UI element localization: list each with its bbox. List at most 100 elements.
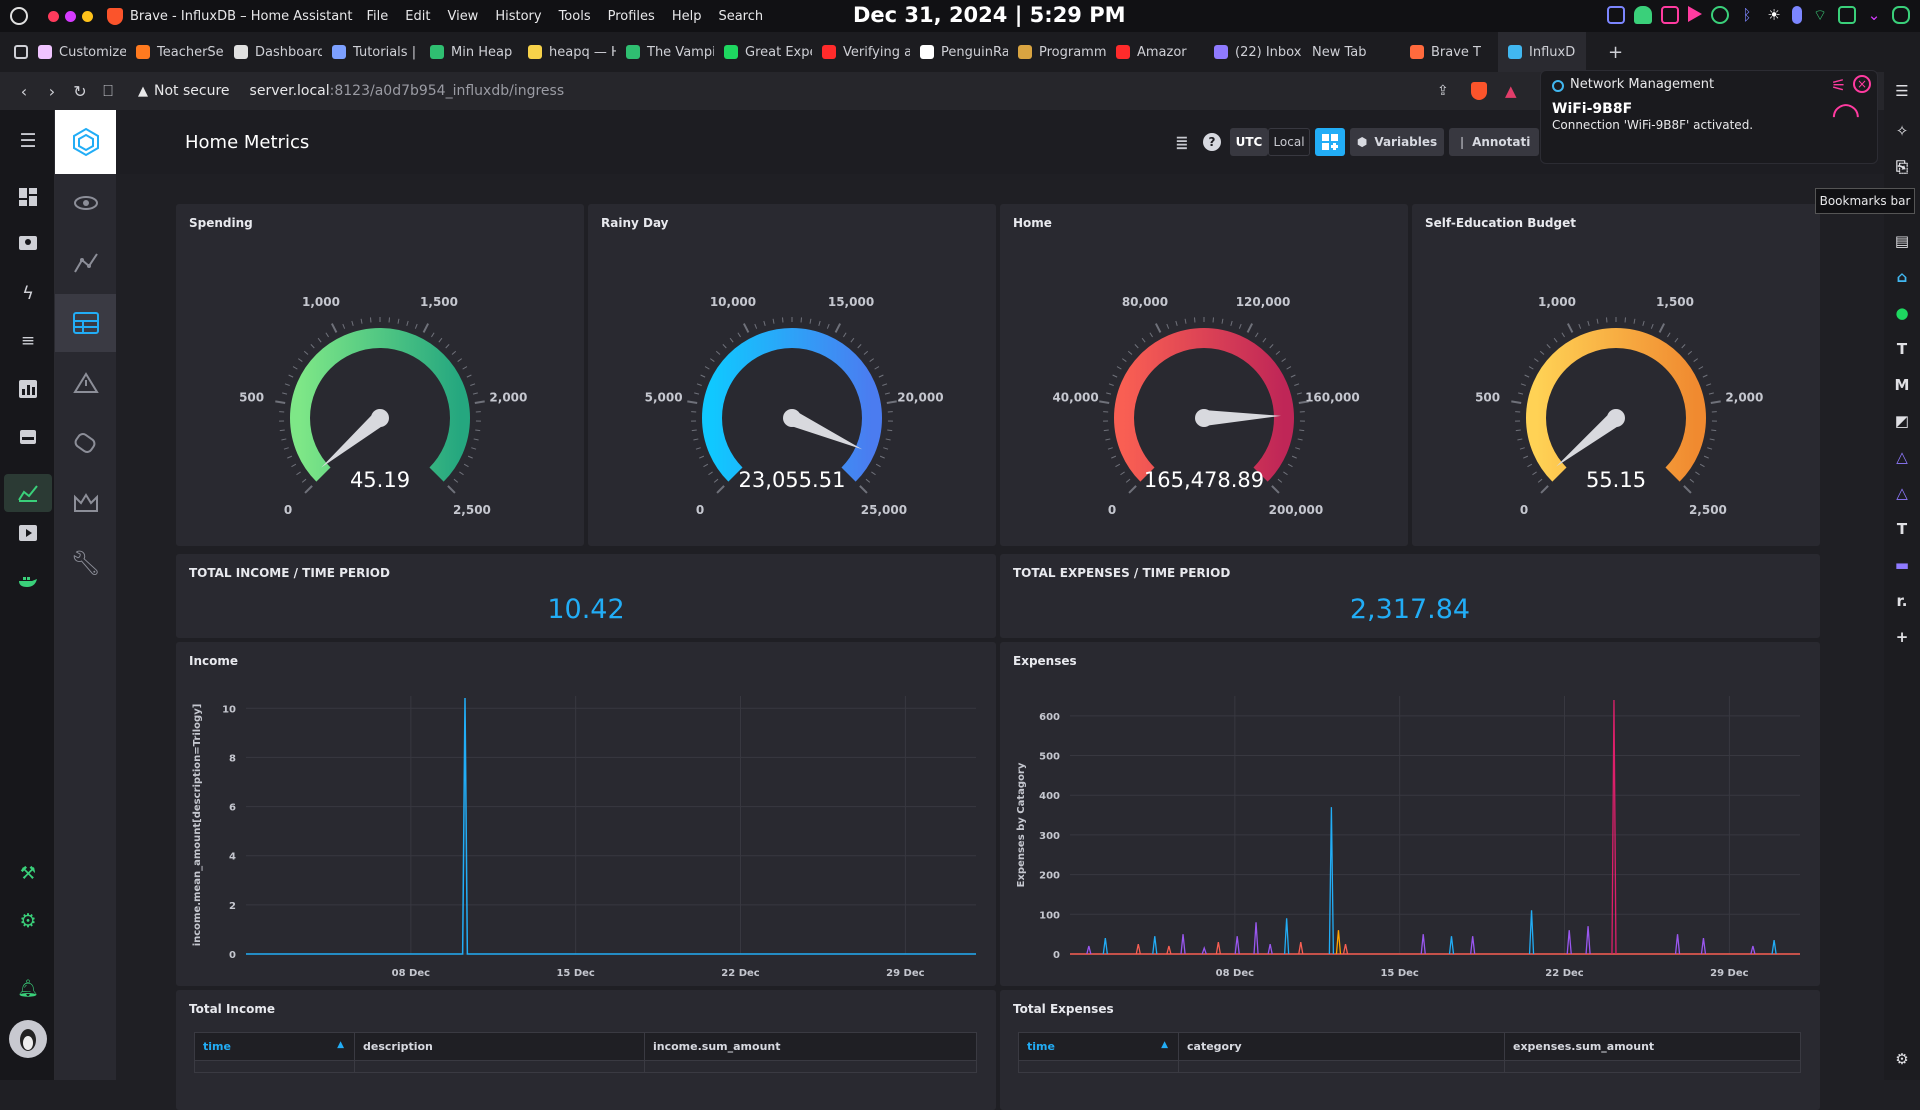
dashboard-title[interactable]: Home Metrics <box>185 132 309 153</box>
brave-rewards-icon[interactable]: ▲ <box>1505 82 1517 100</box>
sidebar-t-icon[interactable]: T <box>1893 340 1911 358</box>
sidebar-m-icon[interactable]: M <box>1893 376 1911 394</box>
ha-media-icon[interactable] <box>17 522 39 544</box>
ha-settings-icon[interactable]: ⚙ <box>17 910 39 932</box>
help-icon[interactable]: ? <box>1203 133 1221 151</box>
browser-tab[interactable]: TeacherSe <box>126 32 224 72</box>
browser-tab[interactable]: Great Expe <box>714 32 812 72</box>
database-icon[interactable]: ≣ <box>1169 128 1195 156</box>
ha-hacs-icon[interactable] <box>17 426 39 448</box>
url-host[interactable]: server.local <box>250 83 330 99</box>
column-header-time[interactable]: time▲ <box>1019 1033 1179 1061</box>
nav-status-eye-icon[interactable] <box>55 174 116 232</box>
browser-tab[interactable]: PenguinRa <box>910 32 1008 72</box>
browser-tab[interactable]: Brave T <box>1400 32 1498 72</box>
back-button[interactable]: ‹ <box>16 82 32 101</box>
sidebar-settings-icon[interactable]: ⚙ <box>1893 1050 1911 1068</box>
ha-person-icon[interactable] <box>17 234 39 256</box>
tray-gamepad-icon[interactable] <box>1892 6 1910 24</box>
sidebar-reading-list-icon[interactable]: ▤ <box>1893 232 1911 250</box>
sidebar-note-icon[interactable]: ◩ <box>1893 412 1911 430</box>
window-close-button[interactable] <box>48 11 59 22</box>
tab-overview-icon[interactable] <box>14 45 28 59</box>
sidebar-spotify-icon[interactable]: ● <box>1893 304 1911 322</box>
browser-tab[interactable]: The Vampi <box>616 32 714 72</box>
notification-popup[interactable]: Network Management WiFi-9B8F Connection … <box>1540 70 1878 164</box>
ha-developer-tools-icon[interactable]: ⚒ <box>17 862 39 884</box>
utc-toggle-button[interactable]: UTC <box>1230 128 1268 156</box>
tray-chevron-icon[interactable]: ⌄ <box>1865 6 1883 24</box>
ha-user-avatar[interactable] <box>9 1020 47 1058</box>
share-icon[interactable]: ⇪ <box>1437 83 1449 99</box>
column-header-category[interactable]: category <box>1179 1033 1505 1061</box>
influxdb-logo-icon[interactable] <box>55 110 116 174</box>
local-toggle-button[interactable]: Local <box>1268 128 1310 156</box>
column-header-description[interactable]: description <box>355 1033 645 1061</box>
annotations-button[interactable]: ❘Annotati <box>1449 128 1539 156</box>
browser-tab[interactable]: Verifying a <box>812 32 910 72</box>
window-maximize-button[interactable] <box>82 11 93 22</box>
browser-tab[interactable]: Tutorials | <box>322 32 420 72</box>
sidebar-add-icon[interactable]: + <box>1893 628 1911 646</box>
brave-shields-icon[interactable] <box>1471 82 1487 100</box>
browser-tab[interactable]: Amazor <box>1106 32 1204 72</box>
column-header-amount[interactable]: expenses.sum_amount <box>1505 1033 1801 1061</box>
tray-bluetooth-icon[interactable]: ᛒ <box>1738 6 1756 24</box>
ha-energy-icon[interactable]: ϟ <box>17 282 39 304</box>
menu-history[interactable]: History <box>495 9 541 24</box>
browser-tab[interactable]: Programm <box>1008 32 1106 72</box>
browser-tab[interactable]: heapq — H <box>518 32 616 72</box>
menu-file[interactable]: File <box>367 9 389 24</box>
ha-history-icon[interactable] <box>17 378 39 400</box>
tray-brightness-icon[interactable]: ☀ <box>1765 6 1783 24</box>
menu-search[interactable]: Search <box>718 9 763 24</box>
column-header-time[interactable]: time▲ <box>195 1033 355 1061</box>
nav-log-viewer-icon[interactable] <box>55 414 116 472</box>
table-cell-total-expenses[interactable]: Total Expenses time▲ category expenses.s… <box>1000 990 1820 1110</box>
tray-wifi-icon[interactable]: ⌔ <box>1811 6 1829 24</box>
notification-settings-icon[interactable]: ⚟ <box>1831 76 1846 96</box>
forward-button[interactable]: › <box>44 82 60 101</box>
nav-admin-crown-icon[interactable] <box>55 474 116 532</box>
browser-tab[interactable]: New Tab <box>1302 32 1400 72</box>
reload-button[interactable]: ↻ <box>72 82 88 101</box>
security-indicator[interactable]: Not secure <box>154 83 230 99</box>
browser-tab[interactable]: (22) Inbox <box>1204 32 1302 72</box>
ha-overview-icon[interactable] <box>17 186 39 208</box>
ha-influxdb-icon[interactable] <box>4 474 52 512</box>
sidebar-menu-icon[interactable]: ☰ <box>1893 82 1911 100</box>
tray-mic-icon[interactable] <box>1792 6 1802 24</box>
browser-tab[interactable]: Min Heap <box>420 32 518 72</box>
menu-profiles[interactable]: Profiles <box>608 9 655 24</box>
system-clock[interactable]: Dec 31, 2024 | 5:29 PM <box>853 3 1126 27</box>
sidebar-proton2-icon[interactable]: △ <box>1893 484 1911 502</box>
notification-close-button[interactable]: × <box>1853 75 1871 93</box>
ha-menu-icon[interactable]: ☰ <box>17 130 39 152</box>
tray-battery-icon[interactable] <box>1838 6 1856 24</box>
column-header-amount[interactable]: income.sum_amount <box>645 1033 977 1061</box>
sidebar-ha-icon[interactable]: ⌂ <box>1893 268 1911 286</box>
singlestat-cell-income[interactable]: TOTAL INCOME / TIME PERIOD 10.42 <box>176 554 996 638</box>
bookmark-button[interactable]: ⎕ <box>100 81 116 101</box>
nav-alerting-icon[interactable] <box>55 354 116 412</box>
browser-tab[interactable]: Dashboard <box>224 32 322 72</box>
sidebar-app-icon[interactable]: ▬ <box>1893 556 1911 574</box>
sidebar-r-icon[interactable]: r. <box>1893 592 1911 610</box>
browser-tab[interactable]: InfluxD× <box>1498 32 1586 72</box>
tray-calendar-icon[interactable] <box>1661 6 1679 24</box>
add-cell-button[interactable] <box>1315 128 1345 156</box>
window-minimize-button[interactable] <box>65 11 76 22</box>
variables-button[interactable]: ⬢Variables <box>1350 128 1444 156</box>
nav-dashboards-icon[interactable] <box>55 294 116 352</box>
sidebar-leo-icon[interactable]: ✧ <box>1893 122 1911 140</box>
menu-help[interactable]: Help <box>672 9 702 24</box>
ha-notifications-icon[interactable]: 🔔︎ <box>17 978 39 1000</box>
sidebar-proton-icon[interactable]: △ <box>1893 448 1911 466</box>
os-logo-icon[interactable] <box>10 7 28 25</box>
tray-volume-icon[interactable] <box>1711 6 1729 24</box>
